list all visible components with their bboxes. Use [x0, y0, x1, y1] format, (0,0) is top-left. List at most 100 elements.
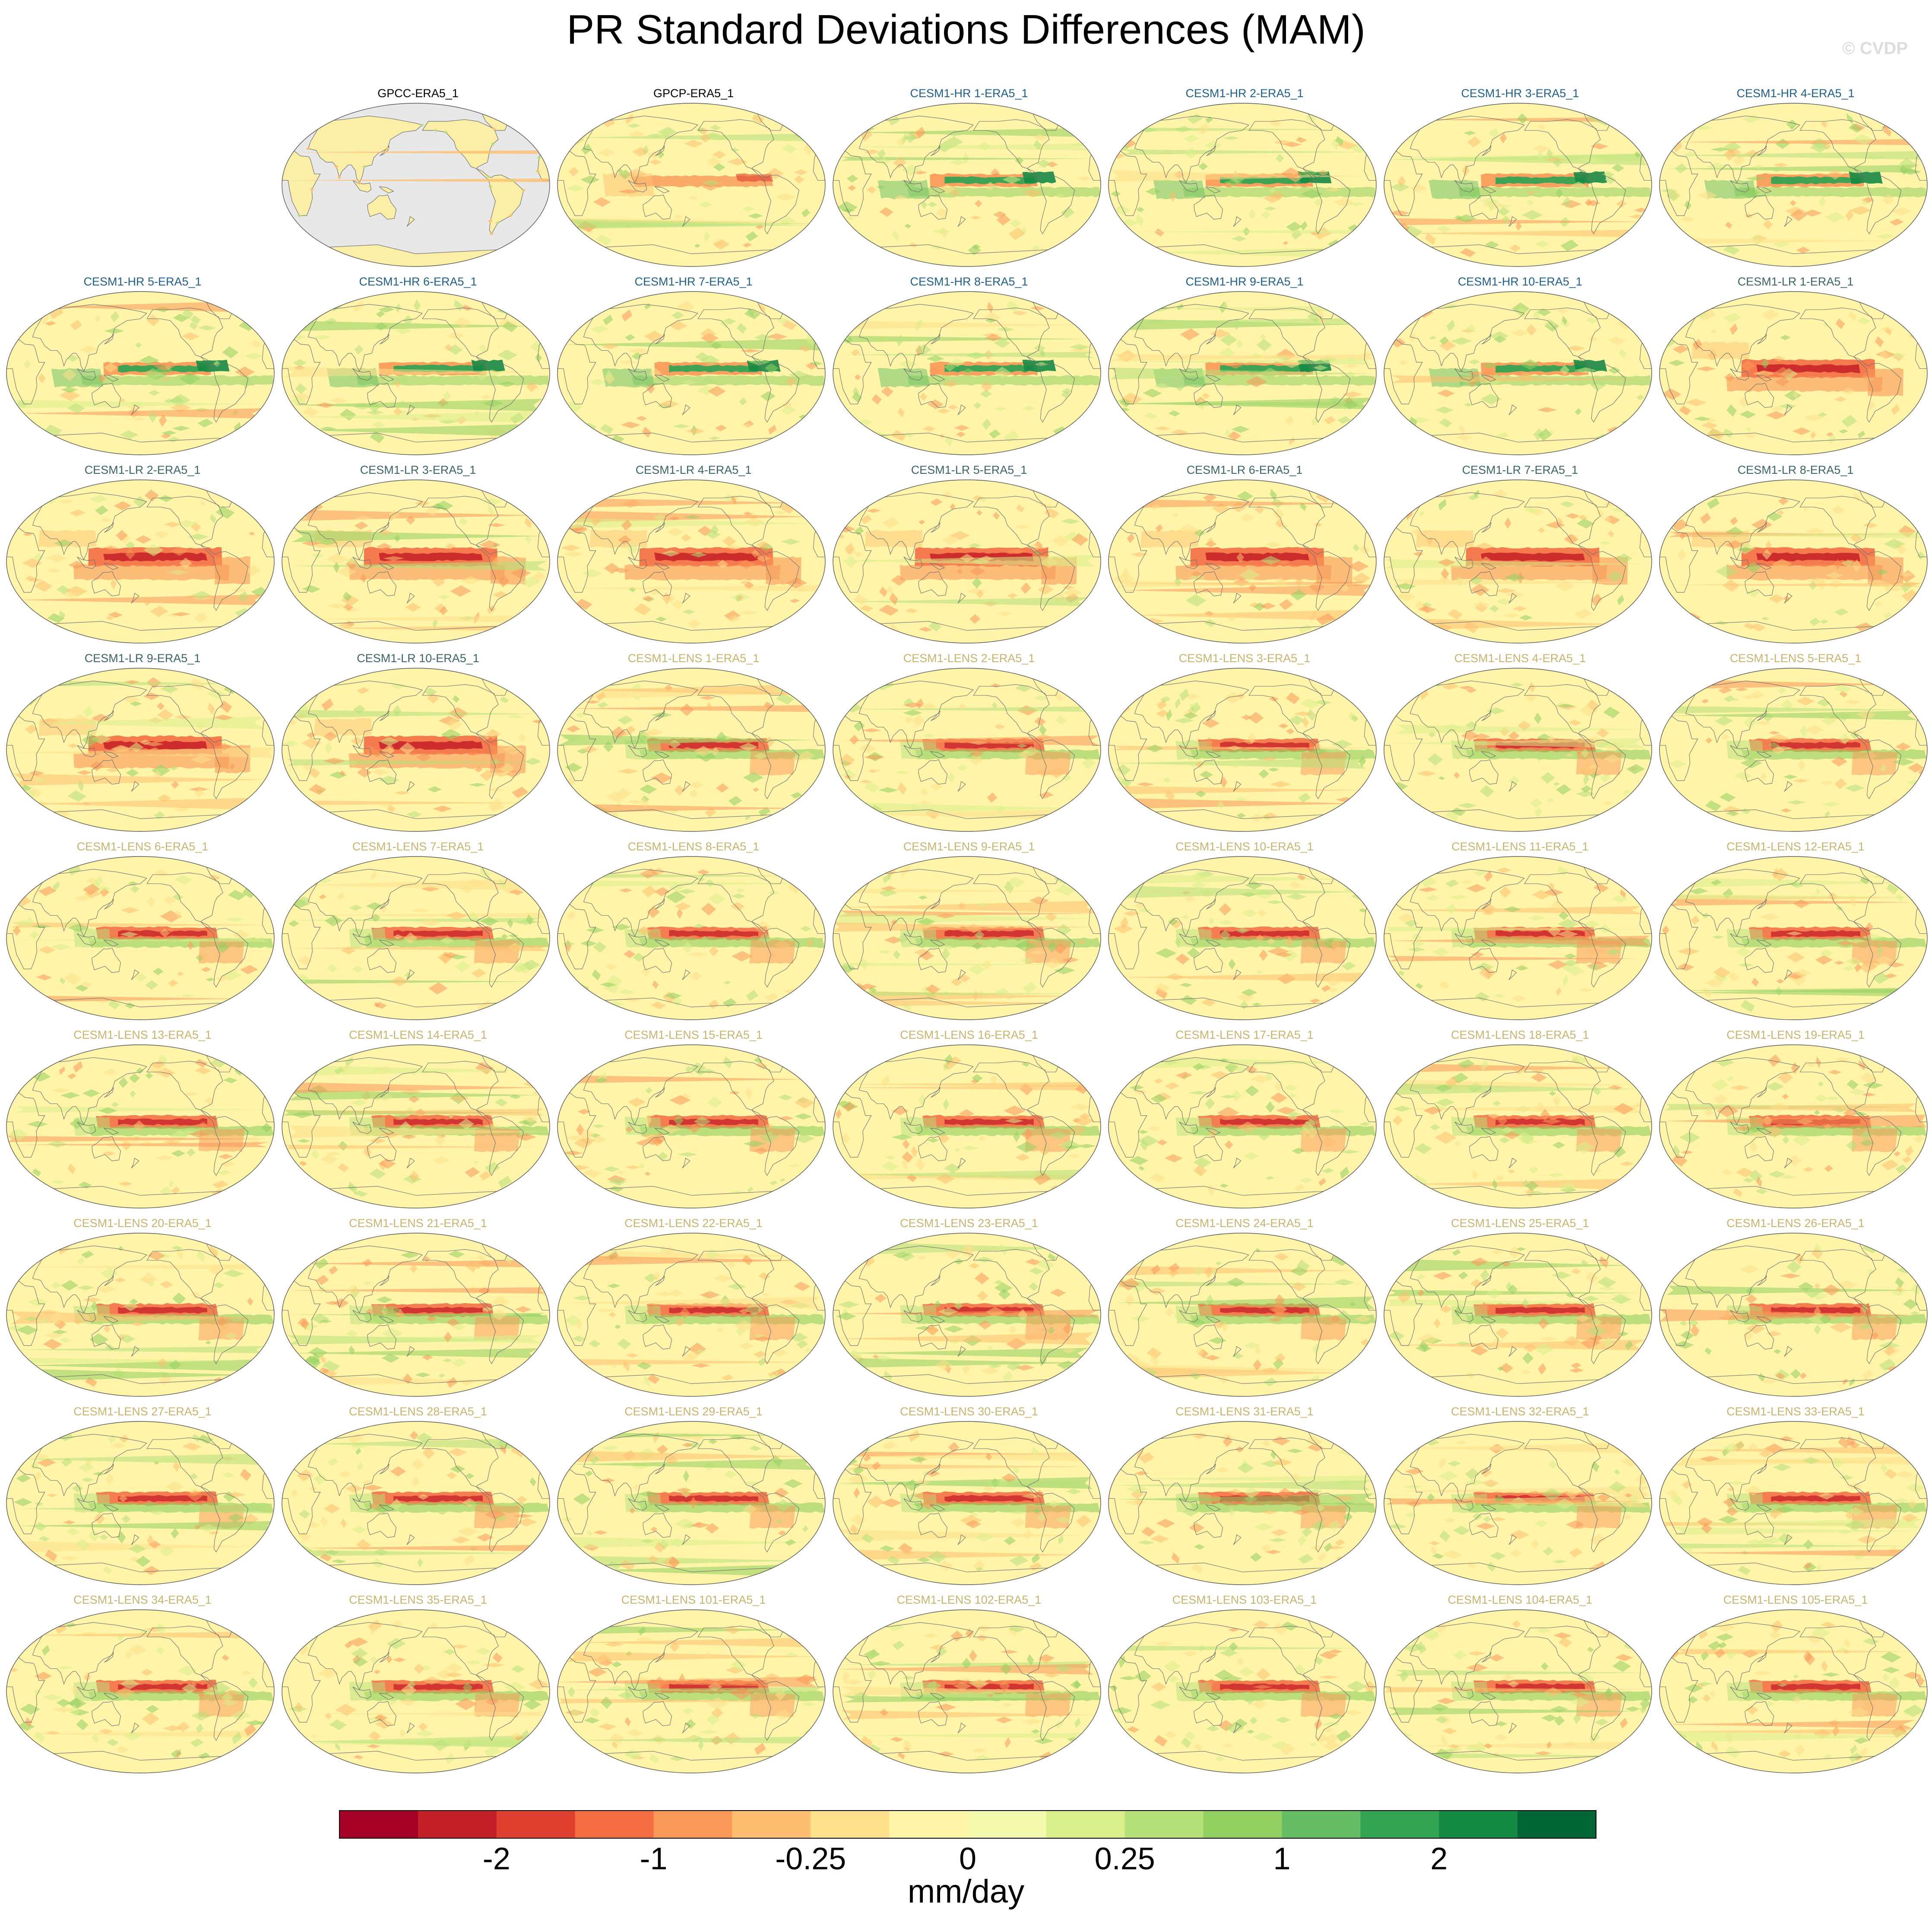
panel-title: CESM1-LENS 30-ERA5_1 — [900, 1405, 1038, 1418]
map-svg — [6, 479, 275, 644]
panel-title: CESM1-LENS 32-ERA5_1 — [1451, 1405, 1589, 1418]
panel-title: CESM1-HR 6-ERA5_1 — [359, 275, 477, 288]
map-panel: CESM1-LR 10-ERA5_1 — [281, 651, 555, 833]
panel-title: CESM1-LENS 15-ERA5_1 — [624, 1028, 763, 1041]
map-panel: CESM1-LR 4-ERA5_1 — [556, 463, 831, 644]
panel-title: CESM1-LENS 11-ERA5_1 — [1451, 840, 1589, 853]
panel-title: CESM1-HR 9-ERA5_1 — [1185, 275, 1304, 288]
panel-title: CESM1-LR 2-ERA5_1 — [84, 463, 201, 476]
map-panel: CESM1-LENS 26-ERA5_1 — [1658, 1216, 1932, 1398]
map-svg — [1384, 103, 1652, 267]
panel-title: CESM1-LENS 13-ERA5_1 — [73, 1028, 212, 1041]
map-panel: CESM1-LENS 34-ERA5_1 — [5, 1593, 280, 1774]
panel-title: CESM1-LENS 105-ERA5_1 — [1723, 1593, 1868, 1606]
map-panel: CESM1-LENS 27-ERA5_1 — [5, 1405, 280, 1586]
colorbar-swatch — [1282, 1811, 1361, 1838]
map-panel: CESM1-LENS 6-ERA5_1 — [5, 840, 280, 1021]
map-svg — [6, 856, 275, 1020]
panel-title: CESM1-LENS 6-ERA5_1 — [76, 840, 209, 853]
map-panel: CESM1-LENS 10-ERA5_1 — [1107, 840, 1382, 1021]
map-svg — [1108, 291, 1377, 455]
map-panel: CESM1-LENS 2-ERA5_1 — [832, 651, 1106, 833]
map-panel: CESM1-LENS 102-ERA5_1 — [832, 1593, 1106, 1774]
map-svg — [6, 291, 275, 455]
map-svg — [1108, 1233, 1377, 1397]
map-svg — [6, 1044, 275, 1208]
map-panel: CESM1-LENS 28-ERA5_1 — [281, 1405, 555, 1586]
map-panel: CESM1-LENS 11-ERA5_1 — [1383, 840, 1657, 1021]
panel-title: CESM1-HR 7-ERA5_1 — [634, 275, 753, 288]
map-svg — [833, 1233, 1101, 1397]
map-svg — [1384, 856, 1652, 1020]
map-panel: CESM1-LENS 22-ERA5_1 — [556, 1216, 831, 1398]
panel-title: CESM1-LENS 29-ERA5_1 — [624, 1405, 763, 1418]
colorbar-swatch — [418, 1811, 497, 1838]
map-svg — [833, 856, 1101, 1020]
map-panel: CESM1-LENS 3-ERA5_1 — [1107, 651, 1382, 833]
map-svg — [1108, 479, 1377, 644]
map-svg — [557, 1044, 826, 1208]
map-svg — [282, 668, 550, 832]
map-panel: CESM1-HR 10-ERA5_1 — [1383, 275, 1657, 456]
map-panel: CESM1-HR 3-ERA5_1 — [1383, 86, 1657, 268]
panel-title: CESM1-LENS 24-ERA5_1 — [1175, 1217, 1314, 1230]
map-panel: CESM1-LENS 30-ERA5_1 — [832, 1405, 1106, 1586]
panel-title: CESM1-LENS 104-ERA5_1 — [1447, 1593, 1593, 1606]
panel-title: CESM1-LENS 20-ERA5_1 — [73, 1217, 212, 1230]
map-panel: CESM1-LENS 103-ERA5_1 — [1107, 1593, 1382, 1774]
map-panel: CESM1-LENS 8-ERA5_1 — [556, 840, 831, 1021]
map-svg — [282, 1233, 550, 1397]
colorbar-swatch — [732, 1811, 811, 1838]
map-panel: CESM1-LENS 25-ERA5_1 — [1383, 1216, 1657, 1398]
panel-title: CESM1-LENS 18-ERA5_1 — [1451, 1028, 1589, 1041]
panel-title: CESM1-LENS 1-ERA5_1 — [627, 652, 760, 665]
map-svg — [557, 1233, 826, 1397]
map-svg — [1108, 668, 1377, 832]
colorbar-tick-label: 0 — [959, 1842, 977, 1876]
map-panel: CESM1-LENS 105-ERA5_1 — [1658, 1593, 1932, 1774]
map-svg — [1108, 1421, 1377, 1585]
panel-title: CESM1-HR 3-ERA5_1 — [1461, 87, 1579, 100]
colorbar-swatch — [1517, 1811, 1596, 1838]
map-panel: CESM1-LENS 104-ERA5_1 — [1383, 1593, 1657, 1774]
panel-title: CESM1-LENS 19-ERA5_1 — [1726, 1028, 1865, 1041]
panel-title: CESM1-LENS 28-ERA5_1 — [349, 1405, 487, 1418]
map-svg — [1659, 1044, 1928, 1208]
panel-title: CESM1-LENS 14-ERA5_1 — [349, 1028, 487, 1041]
map-panel: CESM1-LENS 9-ERA5_1 — [832, 840, 1106, 1021]
map-panel: CESM1-HR 6-ERA5_1 — [281, 275, 555, 456]
map-panel: CESM1-LENS 17-ERA5_1 — [1107, 1028, 1382, 1209]
colorbar-swatch — [889, 1811, 968, 1838]
panel-title: CESM1-LENS 35-ERA5_1 — [349, 1593, 487, 1606]
map-svg — [557, 1421, 826, 1585]
map-svg — [282, 103, 550, 267]
panel-title: CESM1-LENS 27-ERA5_1 — [73, 1405, 212, 1418]
colorbar-swatch — [1360, 1811, 1439, 1838]
map-svg — [833, 668, 1101, 832]
map-panel: CESM1-LR 3-ERA5_1 — [281, 463, 555, 644]
figure-title: PR Standard Deviations Differences (MAM) — [567, 6, 1365, 53]
map-svg — [1384, 479, 1652, 644]
panel-title: CESM1-LR 1-ERA5_1 — [1737, 275, 1854, 288]
map-panel: CESM1-LENS 23-ERA5_1 — [832, 1216, 1106, 1398]
panel-title: CESM1-HR 1-ERA5_1 — [910, 87, 1028, 100]
map-svg — [1659, 291, 1928, 455]
map-svg — [6, 668, 275, 832]
colorbar-units: mm/day — [907, 1873, 1025, 1910]
map-svg — [557, 479, 826, 644]
panel-title: CESM1-LR 9-ERA5_1 — [84, 652, 201, 665]
panel-title: CESM1-LENS 103-ERA5_1 — [1172, 1593, 1317, 1606]
map-svg — [1384, 291, 1652, 455]
map-svg — [557, 668, 826, 832]
map-panel: CESM1-LENS 33-ERA5_1 — [1658, 1405, 1932, 1586]
colorbar-tick-label: -2 — [482, 1842, 510, 1876]
map-svg — [282, 1609, 550, 1773]
panel-title: CESM1-LENS 3-ERA5_1 — [1178, 652, 1311, 665]
panel-title: CESM1-LR 4-ERA5_1 — [635, 463, 752, 476]
map-svg — [833, 1609, 1101, 1773]
map-svg — [1384, 1609, 1652, 1773]
panel-title: CESM1-LENS 10-ERA5_1 — [1175, 840, 1314, 853]
map-panel: CESM1-LR 5-ERA5_1 — [832, 463, 1106, 644]
map-svg — [282, 856, 550, 1020]
